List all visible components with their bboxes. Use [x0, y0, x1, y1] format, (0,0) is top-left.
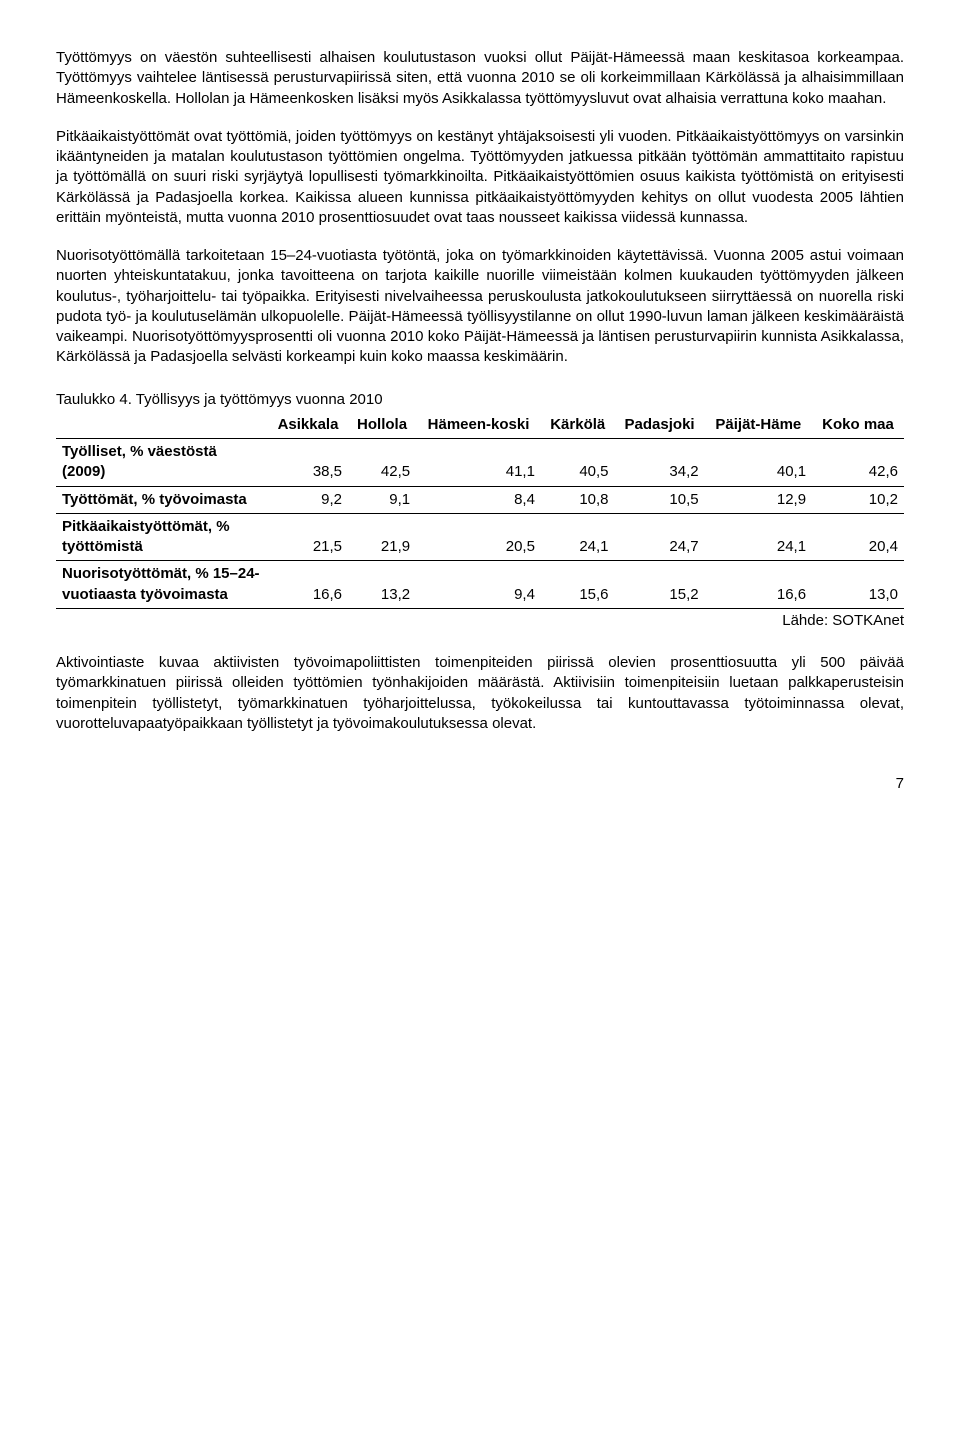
- col-hameenkoski: Hämeen-koski: [416, 412, 541, 439]
- cell: 24,7: [615, 513, 705, 561]
- cell: 9,4: [416, 561, 541, 609]
- cell: 24,1: [541, 513, 615, 561]
- cell: 20,4: [812, 513, 904, 561]
- cell: 10,2: [812, 486, 904, 513]
- cell: 15,2: [615, 561, 705, 609]
- cell: 40,5: [541, 439, 615, 487]
- cell: 13,2: [348, 561, 416, 609]
- col-asikkala: Asikkala: [268, 412, 348, 439]
- row-label: Työlliset, % väestöstä (2009): [56, 439, 268, 487]
- cell: 16,6: [268, 561, 348, 609]
- cell: 41,1: [416, 439, 541, 487]
- paragraph-2: Pitkäaikaistyöttömät ovat työttömiä, joi…: [56, 127, 904, 228]
- row-label: Työttömät, % työvoimasta: [56, 486, 268, 513]
- cell: 16,6: [705, 561, 812, 609]
- cell: 12,9: [705, 486, 812, 513]
- row-label: Pitkäaikaistyöttömät, % työttömistä: [56, 513, 268, 561]
- cell: 8,4: [416, 486, 541, 513]
- cell: 42,6: [812, 439, 904, 487]
- cell: 9,2: [268, 486, 348, 513]
- cell: 10,5: [615, 486, 705, 513]
- cell: 15,6: [541, 561, 615, 609]
- cell: 42,5: [348, 439, 416, 487]
- cell: 20,5: [416, 513, 541, 561]
- cell: 38,5: [268, 439, 348, 487]
- table-row: Pitkäaikaistyöttömät, % työttömistä 21,5…: [56, 513, 904, 561]
- cell: 24,1: [705, 513, 812, 561]
- table-row: Nuorisotyöttömät, % 15–24-vuotiaasta työ…: [56, 561, 904, 609]
- table-source: Lähde: SOTKAnet: [56, 611, 904, 631]
- paragraph-3: Nuorisotyöttömällä tarkoitetaan 15–24-vu…: [56, 246, 904, 368]
- col-koko-maa: Koko maa: [812, 412, 904, 439]
- cell: 21,5: [268, 513, 348, 561]
- cell: 21,9: [348, 513, 416, 561]
- cell: 34,2: [615, 439, 705, 487]
- cell: 13,0: [812, 561, 904, 609]
- cell: 40,1: [705, 439, 812, 487]
- paragraph-1: Työttömyys on väestön suhteellisesti alh…: [56, 48, 904, 109]
- col-padasjoki: Padasjoki: [615, 412, 705, 439]
- col-paijat-hame: Päijät-Häme: [705, 412, 812, 439]
- paragraph-4: Aktivointiaste kuvaa aktiivisten työvoim…: [56, 653, 904, 734]
- page-number: 7: [56, 774, 904, 794]
- cell: 9,1: [348, 486, 416, 513]
- table-header-row: Asikkala Hollola Hämeen-koski Kärkölä Pa…: [56, 412, 904, 439]
- col-blank: [56, 412, 268, 439]
- cell: 10,8: [541, 486, 615, 513]
- table-row: Työttömät, % työvoimasta 9,2 9,1 8,4 10,…: [56, 486, 904, 513]
- table-row: Työlliset, % väestöstä (2009) 38,5 42,5 …: [56, 439, 904, 487]
- employment-table: Asikkala Hollola Hämeen-koski Kärkölä Pa…: [56, 412, 904, 609]
- col-karkola: Kärkölä: [541, 412, 615, 439]
- col-hollola: Hollola: [348, 412, 416, 439]
- row-label: Nuorisotyöttömät, % 15–24-vuotiaasta työ…: [56, 561, 268, 609]
- table-title: Taulukko 4. Työllisyys ja työttömyys vuo…: [56, 390, 904, 410]
